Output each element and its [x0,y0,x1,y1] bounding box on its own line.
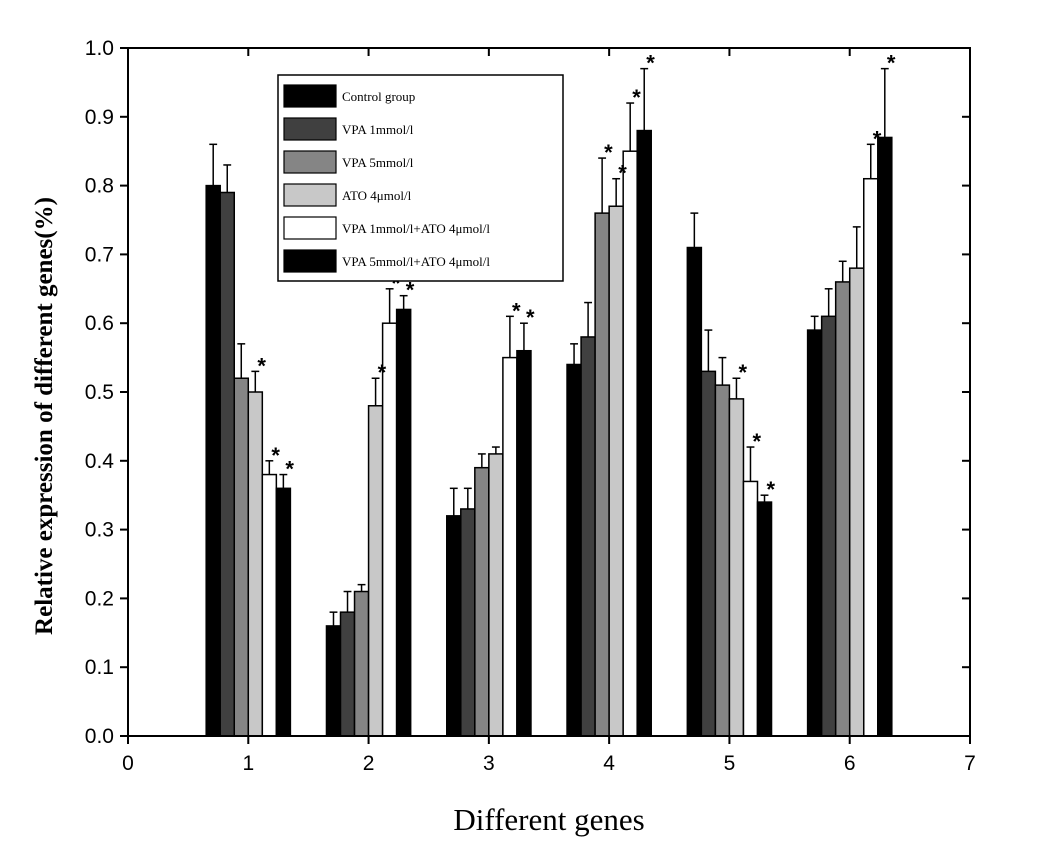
bar [205,184,221,737]
y-tick-label: 0.8 [85,175,114,198]
significance-star: * [512,298,521,323]
significance-star: * [378,360,387,385]
bar [474,466,490,737]
legend-label: VPA 1mmol/l+ATO 4μmol/l [342,221,490,236]
bar [700,370,717,737]
significance-star: * [271,443,280,468]
legend-swatch [283,183,337,207]
bar [594,212,610,737]
bar [834,281,851,737]
bar [686,246,703,737]
axis-ticks-layer: 0 1 2 3 4 5 6 7 0.0 0.1 0.2 0.3 0.4 0.5 0.6 0.7 0.8 0.9 1.… [85,37,976,775]
significance-star: * [887,51,896,76]
legend-swatch [283,216,337,240]
bar [862,177,879,737]
legend-label: VPA 5mmol/l+ATO 4μmol/l [342,254,490,269]
y-tick-label: 1.0 [85,37,114,60]
error-bars-layer [209,67,889,626]
bar [488,453,504,737]
legend-swatch [283,150,337,174]
legend-label: VPA 5mmol/l [342,155,414,170]
x-tick-label: 2 [363,752,375,775]
significance-star: * [392,271,401,296]
legend-swatch [283,249,337,273]
legend-swatch [283,117,337,141]
bar [219,191,236,737]
significance-star: * [406,278,415,303]
significance-star: * [285,457,294,482]
bar [502,356,518,737]
significance-star: * [526,305,535,330]
legend-label: ATO 4μmol/l [342,188,412,203]
y-tick-label: 0.7 [85,243,114,266]
bar [446,515,462,737]
x-tick-label: 5 [724,752,736,775]
significance-markers-layer: ***** ** ********** [257,51,895,503]
significance-star: * [257,353,266,378]
bar [353,590,370,737]
y-axis-title: Relative expression of different genes(%… [31,197,58,635]
bar [714,384,731,737]
bar [580,336,596,737]
y-tick-label: 0.0 [85,725,114,748]
bar [339,611,356,737]
y-tick-label: 0.6 [85,312,114,335]
bar [742,480,759,737]
y-tick-label: 0.9 [85,106,114,129]
legend-swatch [283,84,337,108]
bar [622,150,638,737]
legend-box [277,74,564,282]
x-tick-label: 7 [964,752,976,775]
significance-star: * [873,126,882,151]
bar [806,329,823,737]
bar [460,508,476,737]
bar [848,267,865,737]
bar [608,205,624,737]
bar [275,487,292,737]
y-tick-label: 0.1 [85,656,114,679]
significance-star: * [646,51,655,76]
bar [395,308,412,737]
legend-label: Control group [342,89,415,104]
significance-star: * [618,161,627,186]
bar [728,398,745,737]
significance-star: * [767,477,776,502]
legend-label: VPA 1mmol/l [342,122,414,137]
significance-star: * [738,360,747,385]
bar [820,315,837,737]
x-axis-title: Different genes [453,802,644,837]
bar [325,625,342,737]
significance-star: * [632,85,641,110]
y-tick-label: 0.5 [85,381,114,404]
bar [877,136,893,737]
bar [566,363,582,737]
bar [247,391,264,737]
x-tick-label: 0 [122,752,134,775]
significance-star: * [753,429,762,454]
bar [636,129,652,737]
bar [367,405,384,737]
bar [261,473,278,737]
x-tick-label: 4 [603,752,615,775]
bar [233,377,250,737]
bar [756,501,773,737]
bar [516,349,532,737]
x-tick-label: 6 [844,752,856,775]
x-tick-label: 1 [242,752,254,775]
legend: Control group VPA 1mmol/l VPA 5mmol/l ATO 4… [277,74,564,282]
y-tick-label: 0.4 [85,450,115,473]
significance-star: * [604,140,613,165]
y-tick-label: 0.2 [85,587,114,610]
y-tick-label: 0.3 [85,519,114,542]
x-tick-label: 3 [483,752,495,775]
